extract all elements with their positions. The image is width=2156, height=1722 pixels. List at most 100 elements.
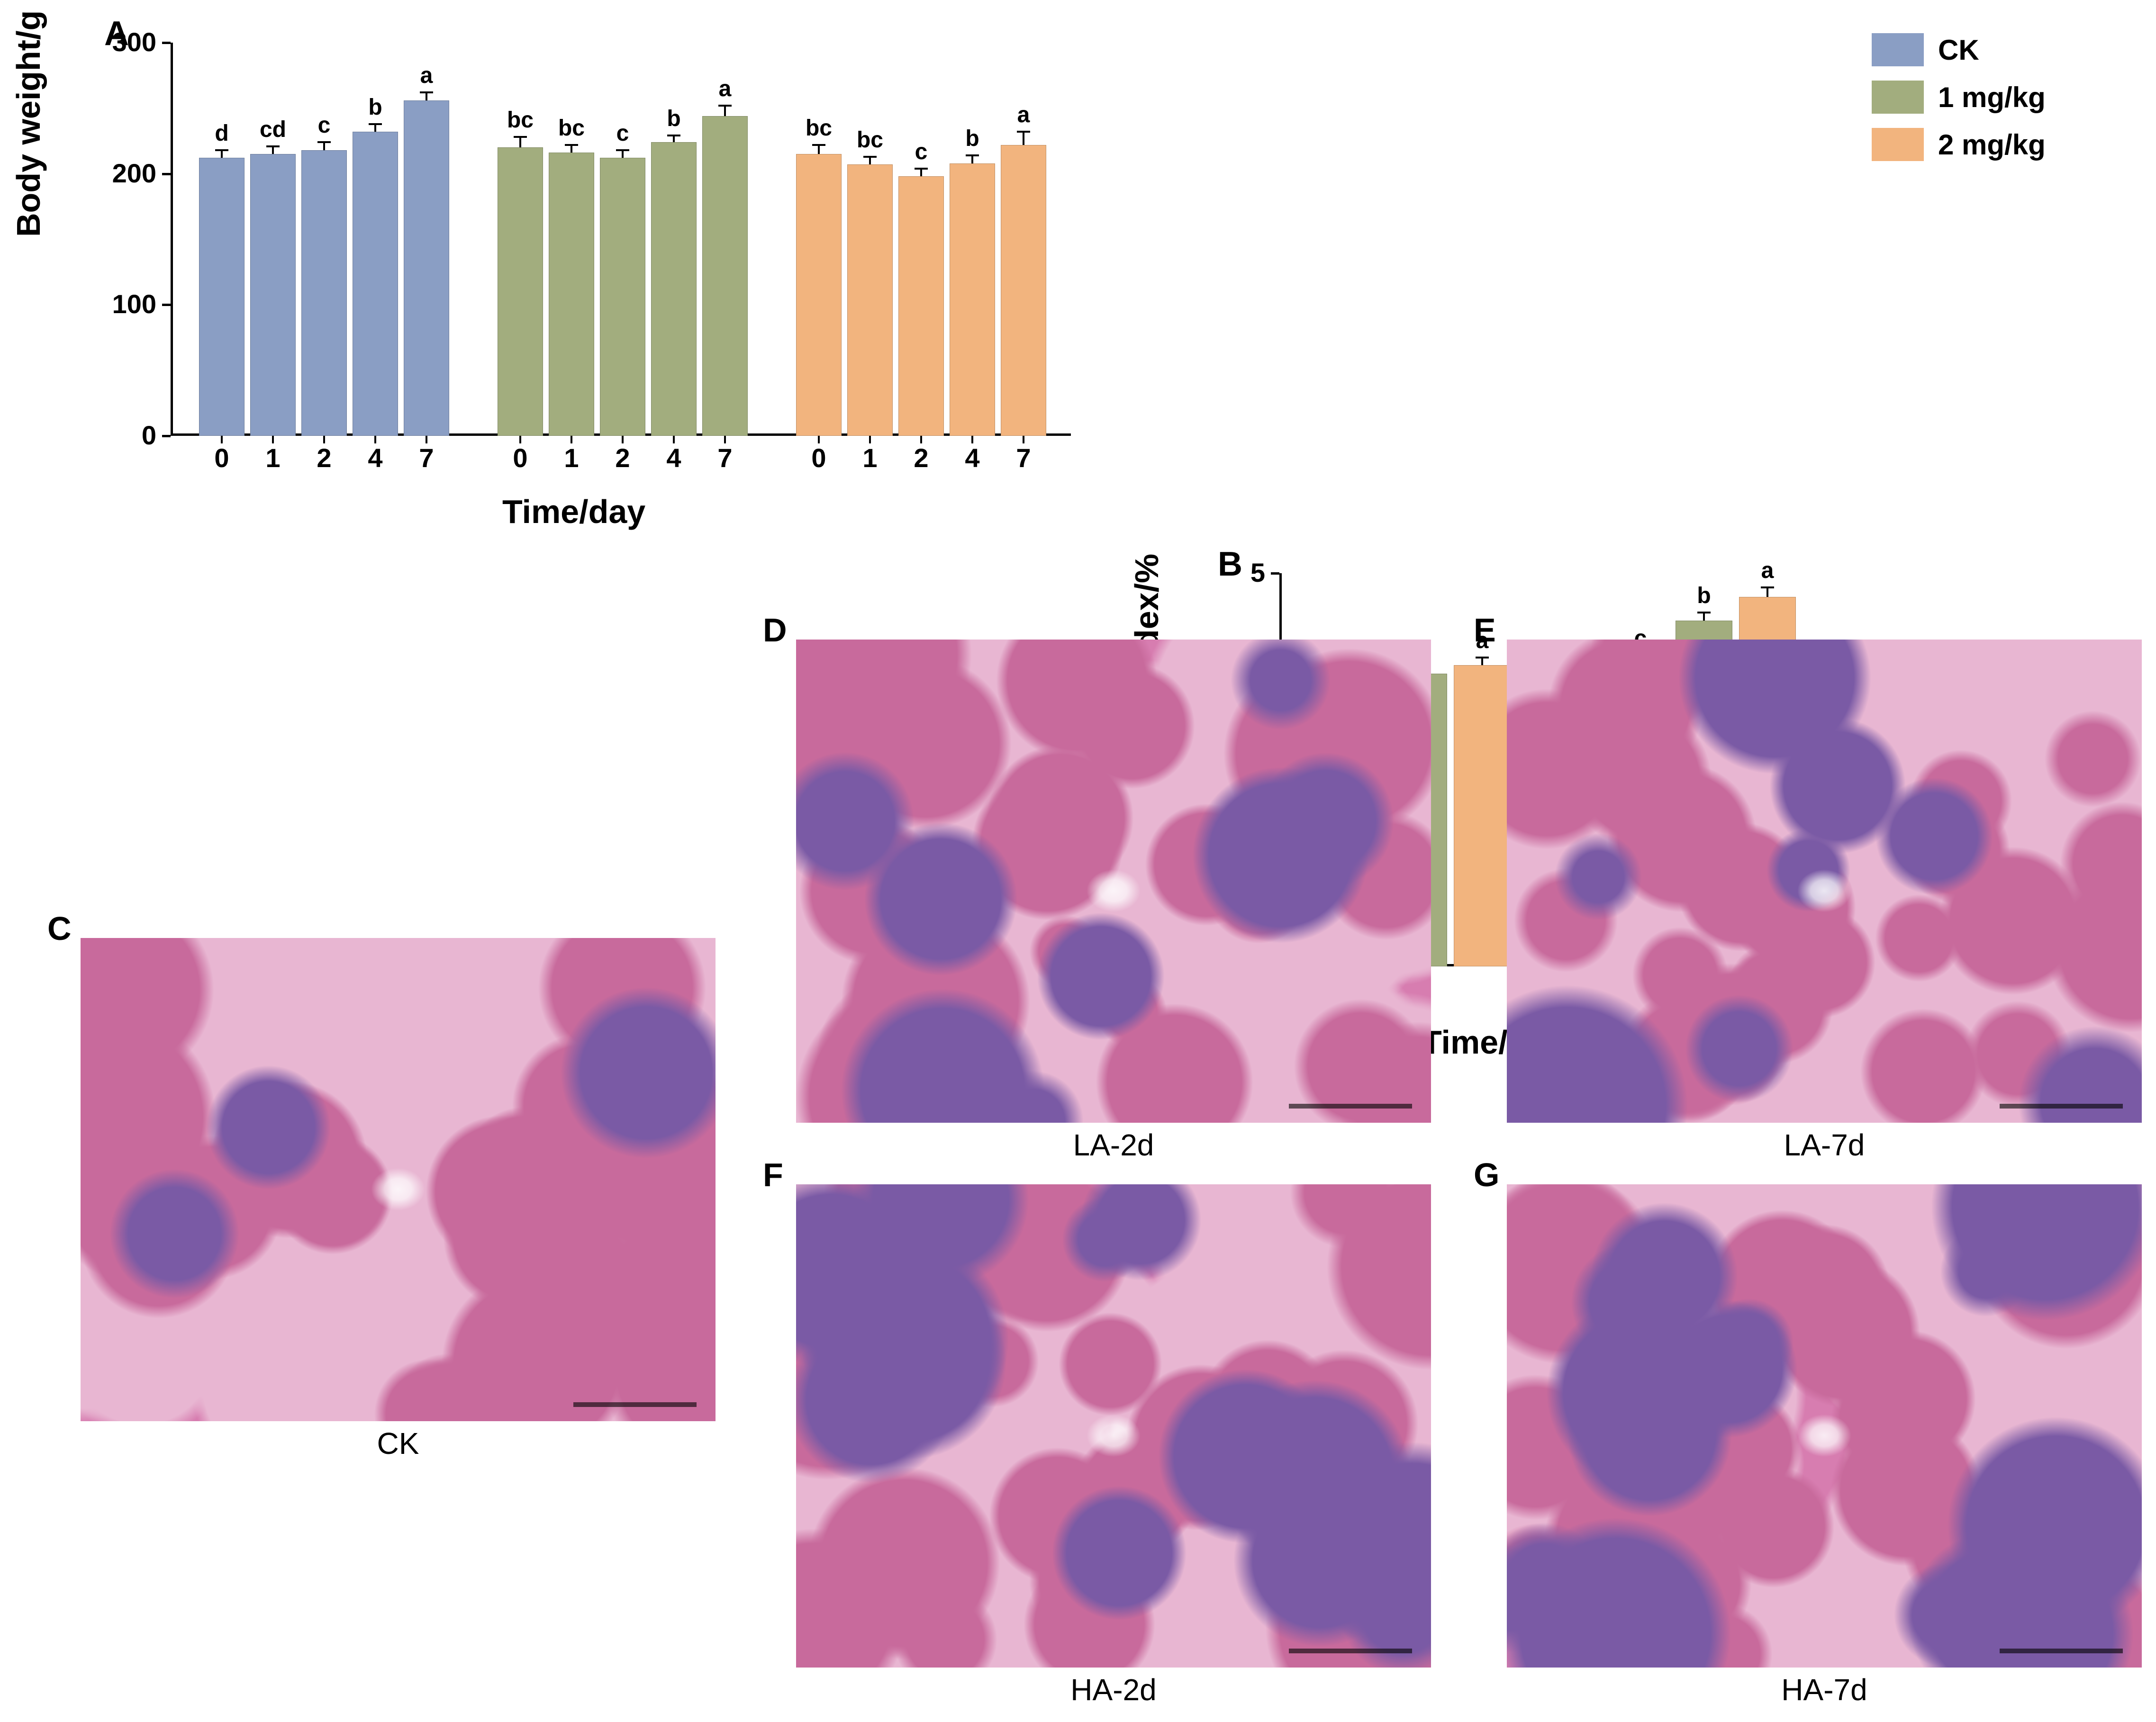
panel-a-x-tick (971, 436, 973, 443)
panel-a-error-cap (718, 105, 732, 107)
panel-a-sig-letter: bc (844, 127, 896, 153)
panel-b-error-cap (1476, 657, 1489, 658)
panel-a-x-tick-label: 0 (199, 442, 245, 473)
legend-swatch-ck (1872, 33, 1924, 66)
panel-a-error-cap (514, 136, 527, 138)
panel-a-x-tick (673, 436, 675, 443)
scale-bar (573, 1402, 697, 1407)
panel-a-error-cap (667, 135, 680, 136)
panel-d-letter: D (763, 611, 787, 649)
panel-a-x-tick-label: 7 (1001, 442, 1046, 473)
panel-a-bar (1001, 145, 1046, 436)
panel-a-error-bar (221, 150, 223, 158)
panel-a-x-tick-label: 4 (950, 442, 995, 473)
panel-a-bar (404, 100, 449, 436)
legend-label-low: 1 mg/kg (1938, 81, 2046, 114)
histology-c-image (81, 938, 716, 1421)
panel-a-error-cap (616, 149, 629, 151)
panel-a-bar (549, 153, 594, 436)
panel-a-sig-letter: c (597, 120, 648, 146)
panel-a-sig-letter: b (947, 126, 998, 152)
panel-a-x-tick (818, 436, 820, 443)
panel-a-bar (353, 132, 398, 436)
panel-a-bar (950, 163, 995, 436)
panel-a-error-bar (519, 137, 521, 147)
panel-a-error-cap (215, 149, 228, 151)
histology-d-label: LA-2d (796, 1127, 1431, 1163)
panel-a-bar (898, 176, 944, 436)
panel-a-error-cap (420, 91, 433, 93)
panel-a-x-tick (869, 436, 871, 443)
panel-a-x-tick (374, 436, 376, 443)
legend-item-low: 1 mg/kg (1872, 81, 2046, 114)
scale-bar (1289, 1649, 1412, 1653)
panel-a-y-tick (162, 42, 171, 44)
panel-a-sig-letter: bc (793, 115, 844, 141)
panel-a-x-tick-label: 0 (498, 442, 543, 473)
panel-a-error-bar (622, 150, 624, 158)
panel-a-sig-letter: a (998, 102, 1049, 128)
histology-f: F HA-2d (796, 1184, 1431, 1668)
scale-bar (2000, 1649, 2123, 1653)
histology-f-image (796, 1184, 1431, 1668)
panel-a-bar (199, 158, 245, 436)
histology-e-label: LA-7d (1507, 1127, 2142, 1163)
panel-a-sig-letter: a (401, 63, 452, 89)
panel-a-x-tick-label: 2 (301, 442, 347, 473)
panel-a-x-tick (622, 436, 624, 443)
panel-a-x-tick-label: 1 (549, 442, 594, 473)
panel-a-sig-letter: d (196, 120, 247, 146)
panel-a-bar (796, 154, 842, 436)
panel-a-y-axis (171, 43, 173, 436)
panel-a-x-tick (272, 436, 274, 443)
histology-f-label: HA-2d (796, 1672, 1431, 1707)
panel-a-x-tick (323, 436, 325, 443)
panel-a-y-title: Body weight/g (9, 10, 47, 237)
panel-a-error-bar (920, 169, 922, 177)
panel-a-x-tick (519, 436, 521, 443)
histology-c: C CK (81, 938, 716, 1421)
panel-a-sig-letter: b (648, 106, 699, 132)
panel-a-sig-letter: c (299, 112, 350, 138)
panel-b-bar (1454, 665, 1511, 966)
panel-a-y-tick-label: 300 (85, 27, 156, 57)
panel-a-error-cap (812, 144, 825, 146)
panel-a-bar (498, 147, 543, 436)
panel-c-letter: C (47, 910, 72, 947)
panel-b-error-bar (1481, 658, 1483, 666)
panel-a-error-bar (571, 145, 572, 153)
panel-a-y-tick-label: 200 (85, 158, 156, 189)
panel-a-error-bar (426, 92, 427, 100)
panel-b-error-bar (1703, 613, 1705, 621)
panel-a-bar (651, 142, 697, 436)
panel-a-x-tick-label: 2 (898, 442, 944, 473)
panel-a-x-tick (426, 436, 427, 443)
panel-a-x-title: Time/day (502, 493, 645, 531)
panel-a-error-cap (966, 154, 979, 156)
panel-a-plot-area: 0100200300d0cd1c2b4a7bc0bc1c2b4a7bc0bc1c… (171, 43, 1071, 436)
panel-a-y-tick (162, 435, 171, 437)
panel-b-sig-letter: b (1676, 583, 1732, 609)
panel-a-y-tick (162, 173, 171, 175)
panel-a-sig-letter: bc (495, 107, 546, 133)
panel-a-sig-letter: a (699, 76, 751, 102)
panel-a-bar (847, 164, 893, 436)
histology-e: E LA-7d (1507, 640, 2142, 1123)
legend: CK 1 mg/kg 2 mg/kg (1872, 33, 2046, 175)
panel-a-x-tick-label: 7 (404, 442, 449, 473)
panel-a-chart: A 0100200300d0cd1c2b4a7bc0bc1c2b4a7bc0bc… (47, 14, 1090, 545)
legend-swatch-low (1872, 81, 1924, 114)
panel-b-error-cap (1697, 612, 1711, 613)
panel-a-y-tick-label: 0 (85, 420, 156, 451)
panel-a-y-tick-label: 100 (85, 289, 156, 319)
panel-a-error-bar (374, 124, 376, 132)
panel-a-x-tick-label: 7 (702, 442, 748, 473)
histology-d-image (796, 640, 1431, 1123)
panel-a-error-bar (272, 146, 274, 154)
panel-a-error-bar (673, 135, 675, 142)
histology-e-image (1507, 640, 2142, 1123)
panel-a-error-cap (565, 144, 578, 146)
panel-a-x-tick-label: 4 (651, 442, 697, 473)
legend-item-ck: CK (1872, 33, 2046, 66)
panel-g-letter: G (1474, 1156, 1499, 1194)
